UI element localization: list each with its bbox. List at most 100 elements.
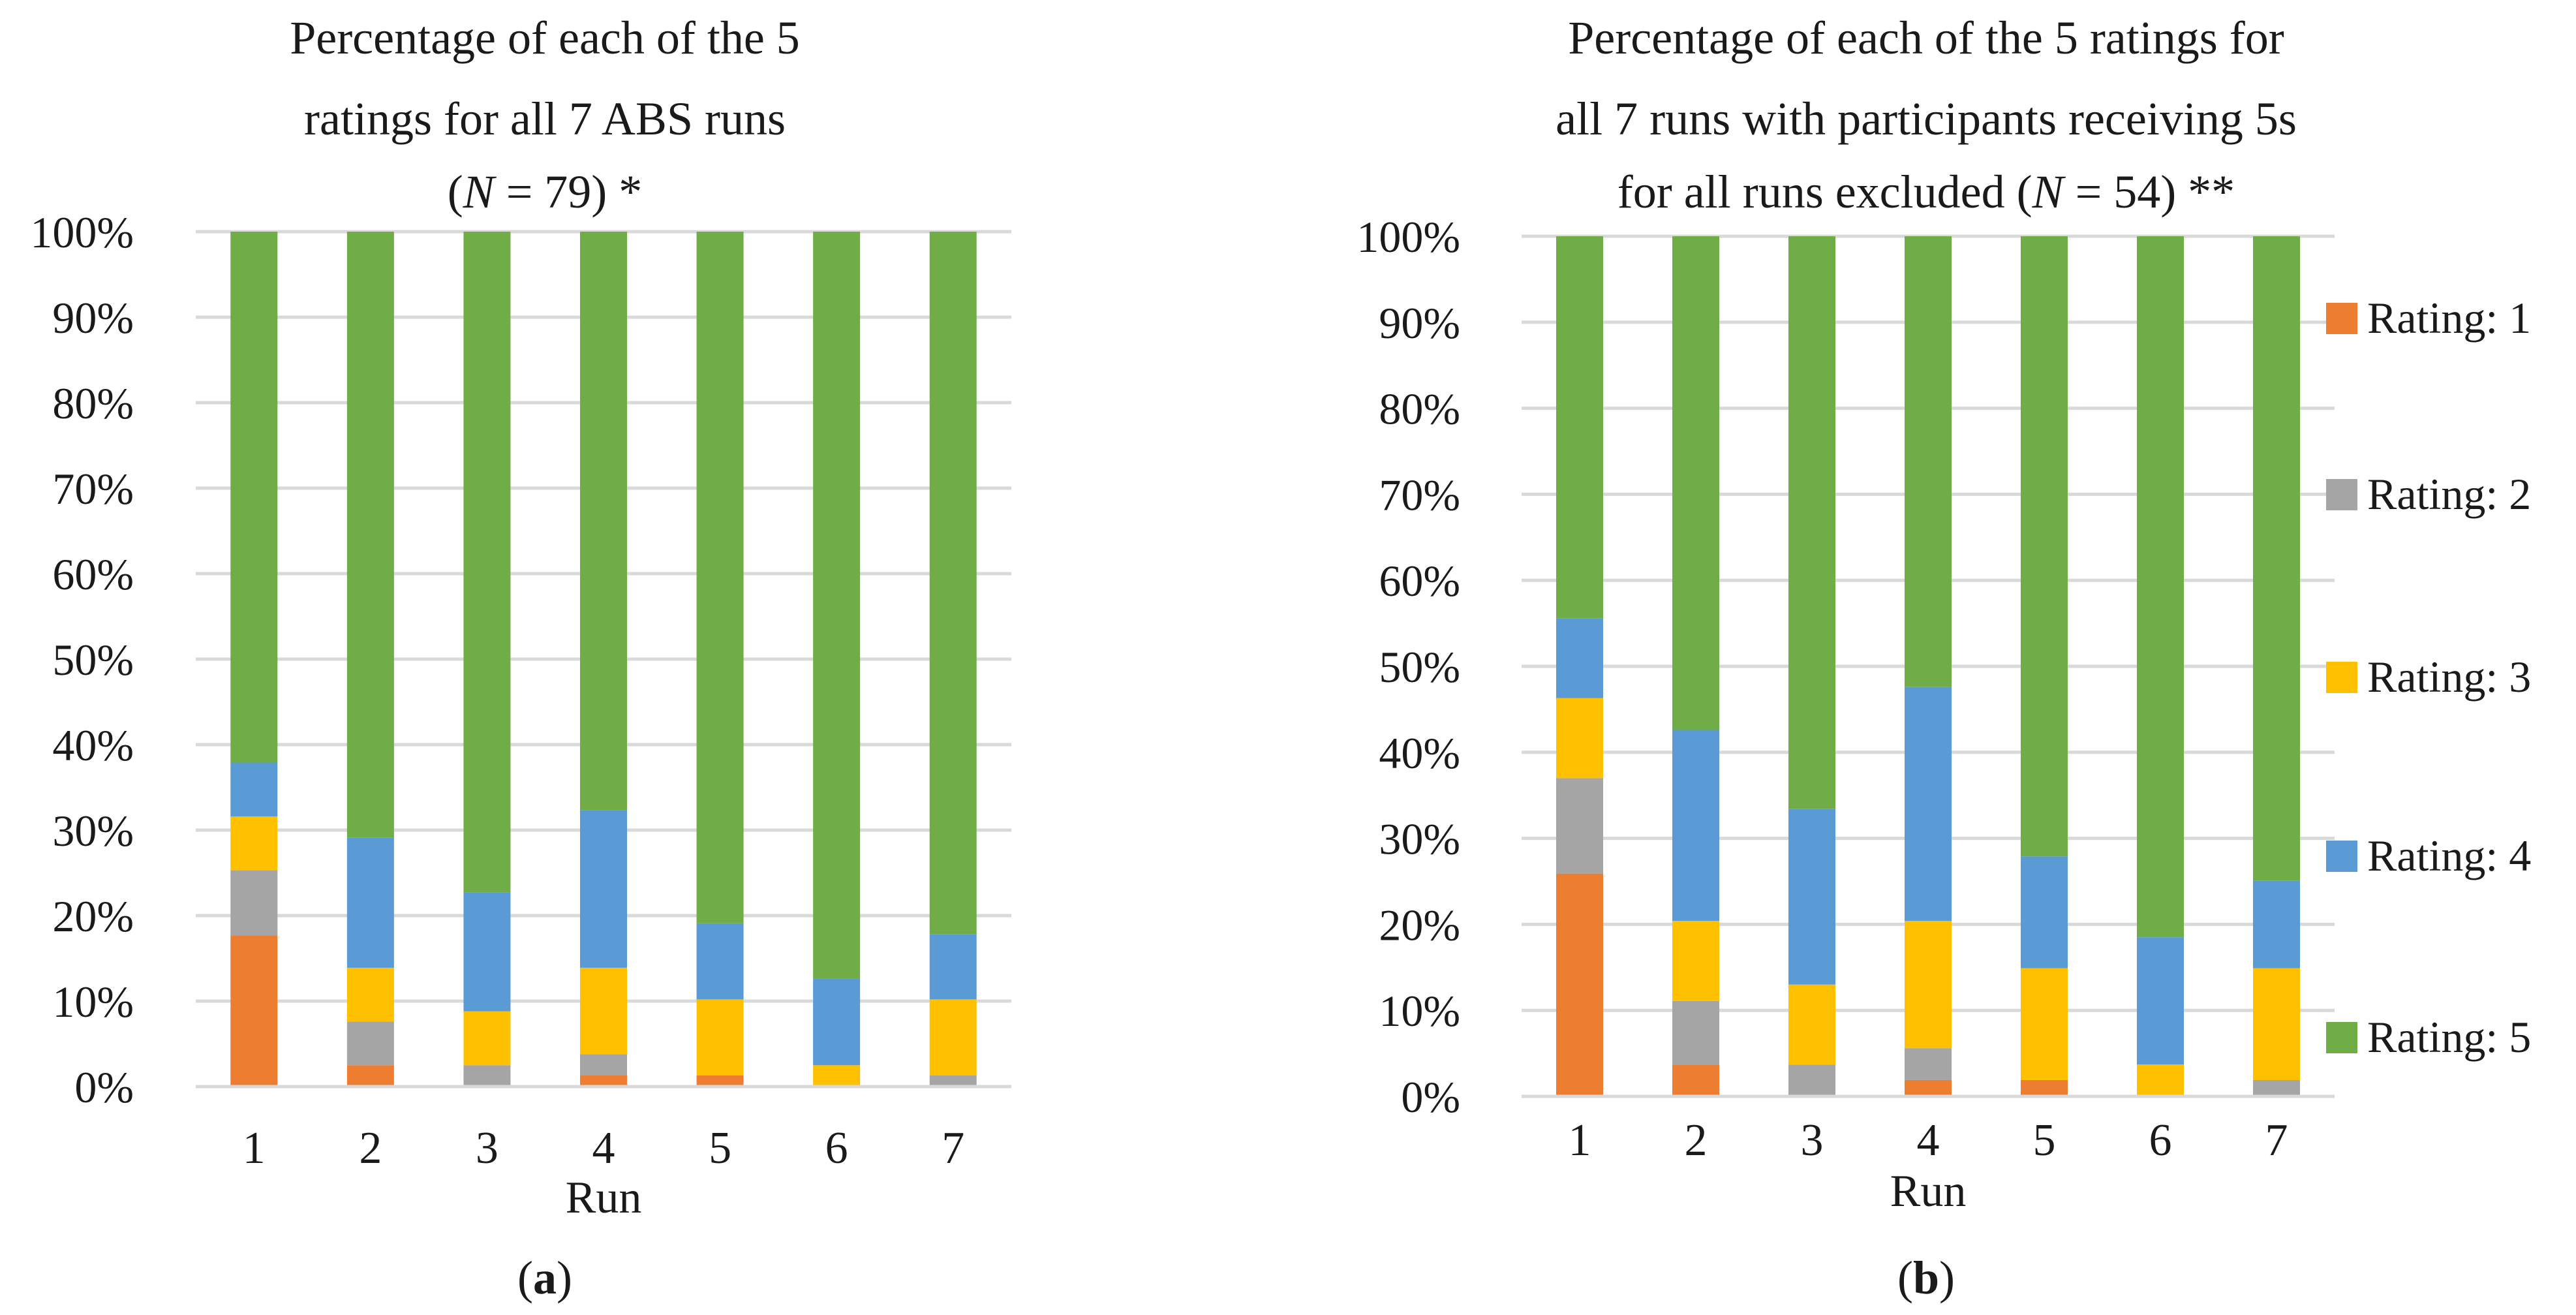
legend-label-rating-2: Rating: 2: [2367, 469, 2531, 519]
chartB-y-tick-label: 100%: [1357, 212, 1460, 262]
chartA-bar-run1-rating2: [230, 870, 278, 936]
chartA-bar-run1-rating3: [230, 816, 278, 871]
chartB-y-tick-label: 80%: [1379, 384, 1460, 434]
chartB-bar-run4-rating2: [1905, 1048, 1952, 1080]
chartB-bar-run2-rating1: [1672, 1064, 1719, 1096]
panel-b-paren-open: (: [1897, 1252, 1913, 1304]
chartA-bar-run4-rating1: [580, 1075, 627, 1087]
chart-b-bars: [1522, 236, 2335, 1098]
chartA-bar-run1-rating1: [230, 935, 278, 1087]
chartB-bar-run5-rating1: [2021, 1079, 2068, 1096]
chartA-bar-run1-rating5: [230, 232, 278, 763]
chartA-y-tick-label: 90%: [52, 293, 134, 343]
chartB-bar-run6-rating3: [2137, 1064, 2184, 1096]
chartB-bar-run7-rating4: [2253, 880, 2300, 968]
chartA-bar-run2-rating1: [346, 1065, 394, 1087]
chartA-bar-run7-rating4: [929, 934, 977, 1000]
chartB-bar-run3-rating4: [1788, 809, 1835, 985]
chart-b-y-ticks: 0% 10% 20% 30% 40% 50% 60% 70% 80% 90% 100%: [1357, 212, 1460, 1122]
chartA-x-tick-label: 7: [942, 1123, 964, 1173]
chartA-bar-run2-rating4: [346, 837, 394, 968]
chartB-y-tick-label: 70%: [1379, 470, 1460, 519]
chartB-bar-run7-rating2: [2253, 1079, 2300, 1096]
chartA-x-tick-label: 3: [476, 1123, 498, 1173]
chartA-bar-run4-rating4: [580, 810, 627, 968]
chartB-bar-run2-rating4: [1672, 730, 1719, 921]
chartA-bar-run6-rating5: [813, 232, 861, 979]
chartB-bar-run3-rating3: [1788, 984, 1835, 1065]
panel-a-caption: (a): [517, 1252, 572, 1304]
chartB-bar-run3-rating5: [1788, 236, 1835, 809]
chartA-bar-run3-rating2: [463, 1065, 511, 1087]
chartA-bar-run3-rating3: [463, 1011, 511, 1066]
chartA-bar-run6-rating4: [813, 978, 861, 1066]
chartB-y-tick-label: 30%: [1379, 814, 1460, 864]
chartB-x-tick-label: 1: [1569, 1115, 1591, 1166]
chartB-bar-run1-rating4: [1556, 618, 1603, 698]
panel-b-paren-close: ): [1939, 1252, 1955, 1304]
chartA-bar-run2-rating3: [346, 967, 394, 1022]
legend-swatch-rating-3: [2326, 662, 2357, 693]
chartB-y-tick-label: 0%: [1401, 1072, 1460, 1122]
chartB-bar-run4-rating1: [1905, 1079, 1952, 1096]
chartB-bar-run5-rating5: [2021, 236, 2068, 857]
chartB-bar-run3-rating2: [1788, 1064, 1835, 1096]
chartB-bar-run7-rating5: [2253, 236, 2300, 881]
chart-b: Percentage of each of the 5 ratings for …: [1357, 12, 2531, 1304]
chart-b-title-line-3: for all runs excluded (N = 54) **: [1618, 166, 2235, 218]
legend-swatch-rating-4: [2326, 841, 2357, 872]
chartB-bar-run5-rating4: [2021, 856, 2068, 968]
chartA-x-tick-label: 6: [825, 1123, 848, 1173]
panel-b-label: b: [1913, 1252, 1939, 1304]
chartA-y-tick-label: 50%: [52, 635, 134, 685]
chartA-bar-run1-rating4: [230, 762, 278, 817]
chartA-bar-run3-rating5: [463, 232, 511, 893]
chartB-bar-run6-rating4: [2137, 937, 2184, 1065]
chartB-bar-run4-rating3: [1905, 921, 1952, 1049]
chartB-bar-run5-rating3: [2021, 968, 2068, 1080]
chartA-x-tick-label: 4: [592, 1123, 615, 1173]
chartA-bar-run4-rating3: [580, 967, 627, 1055]
chart-a-title-line-3: (N = 79) *: [448, 166, 643, 218]
legend-swatch-rating-1: [2326, 303, 2357, 334]
chartA-y-tick-label: 10%: [52, 977, 134, 1027]
legend-swatch-rating-5: [2326, 1022, 2357, 1053]
chartB-bar-run2-rating3: [1672, 921, 1719, 1001]
chartB-bar-run4-rating5: [1905, 236, 1952, 687]
chartB-y-tick-label: 50%: [1379, 642, 1460, 692]
chart-b-title-n-suffix: = 54) **: [2064, 166, 2235, 218]
chartB-x-tick-label: 7: [2265, 1115, 2288, 1166]
legend-label-rating-5: Rating: 5: [2367, 1012, 2531, 1062]
chartB-x-tick-label: 3: [1801, 1115, 1824, 1166]
chartA-bar-run2-rating5: [346, 232, 394, 838]
chartB-y-tick-label: 20%: [1379, 900, 1460, 950]
chartA-bar-run5-rating5: [696, 232, 744, 923]
chartB-x-tick-label: 6: [2149, 1115, 2172, 1166]
chart-a-title-n-var: N: [463, 166, 497, 218]
panel-a-label: a: [533, 1252, 557, 1304]
chartA-y-tick-label: 20%: [52, 891, 134, 941]
chart-b-title-n-prefix: for all runs excluded (: [1618, 166, 2032, 218]
chartB-bar-run7-rating3: [2253, 968, 2300, 1080]
chartA-y-tick-label: 70%: [52, 464, 134, 514]
chartA-x-tick-label: 5: [709, 1123, 731, 1173]
chartA-bar-run7-rating5: [929, 232, 977, 935]
chartB-bar-run2-rating2: [1672, 1000, 1719, 1065]
legend-swatch-rating-2: [2326, 479, 2357, 510]
chart-b-title-line-1: Percentage of each of the 5 ratings for: [1568, 12, 2284, 64]
chart-a-x-axis-title: Run: [566, 1173, 642, 1223]
chartB-bar-run2-rating5: [1672, 236, 1719, 730]
chartA-bar-run7-rating3: [929, 999, 977, 1075]
chartA-bar-run5-rating4: [696, 923, 744, 1000]
chart-b-x-ticks: 1 2 3 4 5 6 7: [1569, 1115, 2288, 1166]
chartA-bar-run7-rating2: [929, 1075, 977, 1087]
chartA-y-tick-label: 0%: [74, 1062, 134, 1112]
chartB-y-tick-label: 10%: [1379, 986, 1460, 1036]
chartB-bar-run1-rating5: [1556, 236, 1603, 619]
chartA-y-tick-label: 30%: [52, 806, 134, 856]
chartA-bar-run5-rating3: [696, 999, 744, 1075]
chartB-x-tick-label: 5: [2033, 1115, 2056, 1166]
chartA-y-tick-label: 80%: [52, 379, 134, 428]
